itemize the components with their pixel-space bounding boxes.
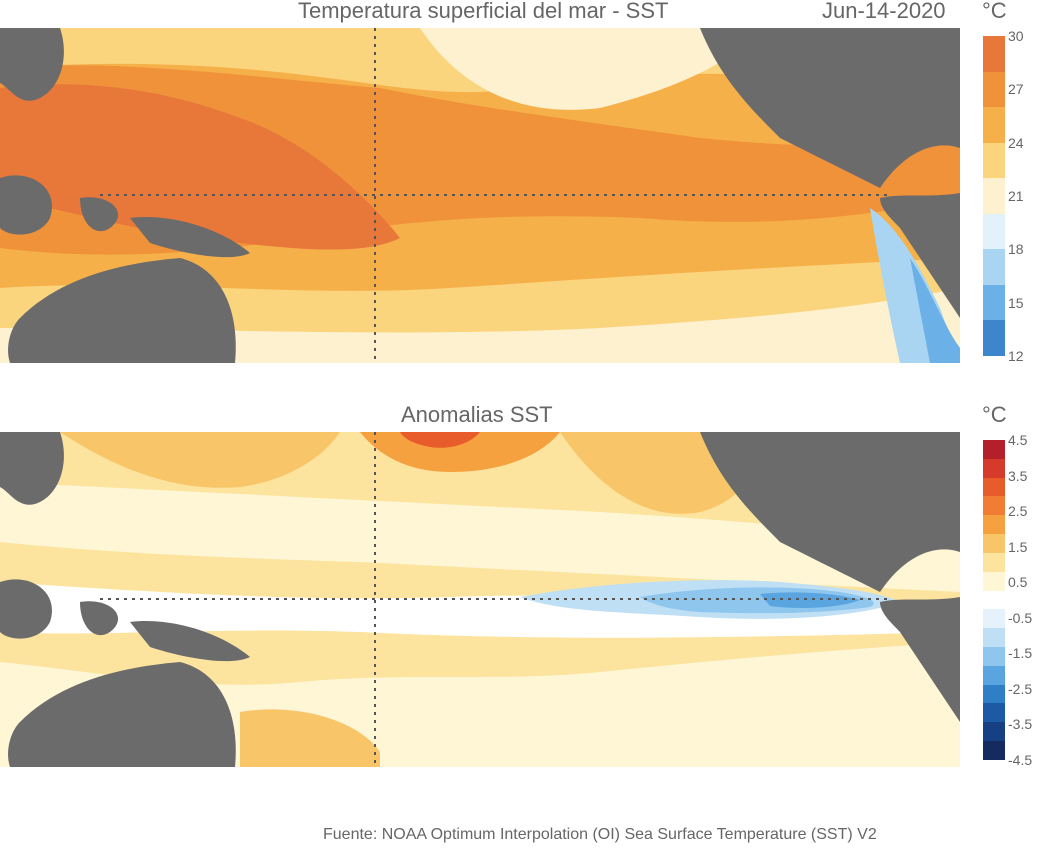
- anomaly-colorbar-segment: [983, 665, 1005, 685]
- sst-colorbar: [983, 36, 1005, 356]
- anomaly-colorbar-segment: [983, 534, 1005, 553]
- anomaly-colorbar-segment: [983, 646, 1005, 666]
- anomaly-colorbar-tick-label: -2.5: [1008, 680, 1033, 697]
- anomaly-colorbar-tick-label: 3.5: [1008, 467, 1028, 484]
- anomaly-colorbar-segment: [983, 722, 1005, 741]
- data-source: Fuente: NOAA Optimum Interpolation (OI) …: [323, 826, 877, 843]
- sst-colorbar-tick-label: 21: [1008, 188, 1024, 204]
- sst-colorbar-segment: [983, 36, 1005, 72]
- sst-colorbar-segment: [983, 320, 1005, 356]
- sst-colorbar-tick-label: 24: [1008, 134, 1024, 151]
- anomaly-colorbar-segment: [983, 590, 1005, 610]
- anomaly-colorbar-segment: [983, 628, 1005, 647]
- sst-unit: °C: [982, 0, 1007, 23]
- sst-colorbar-segment: [983, 71, 1005, 108]
- anomaly-colorbar-segment: [983, 515, 1005, 535]
- anomaly-colorbar-segment: [983, 552, 1005, 572]
- sst-colorbar-tick-label: 18: [1008, 241, 1024, 258]
- anomaly-colorbar-tick-label: -4.5: [1008, 752, 1033, 768]
- anomaly-colorbar-tick-label: -3.5: [1008, 716, 1033, 733]
- anomaly-colorbar-tick-label: 2.5: [1008, 503, 1028, 520]
- anomaly-colorbar-segment: [983, 440, 1005, 459]
- sst-colorbar-tick-label: 12: [1008, 348, 1024, 364]
- anomaly-unit: °C: [982, 402, 1007, 427]
- sst-colorbar-tick-label: 15: [1008, 294, 1024, 311]
- anomaly-colorbar-segment: [983, 741, 1005, 760]
- sst-colorbar-segment: [983, 249, 1005, 285]
- anomaly-colorbar-segment: [983, 477, 1005, 497]
- anomaly-colorbar-tick-label: 1.5: [1008, 538, 1028, 555]
- anomaly-colorbar: [983, 440, 1005, 760]
- anomaly-colorbar-tick-label: 0.5: [1008, 574, 1028, 591]
- anomaly-colorbar-segment: [983, 458, 1005, 478]
- anomaly-colorbar-tick-label: 4.5: [1008, 432, 1028, 448]
- sst-colorbar-tick-label: 27: [1008, 81, 1024, 98]
- sst-colorbar-tick-label: 30: [1008, 28, 1024, 44]
- anomaly-map: [0, 432, 960, 767]
- sst-colorbar-segment: [983, 107, 1005, 143]
- anomaly-colorbar-segment: [983, 684, 1005, 704]
- sst-colorbar-segment: [983, 213, 1005, 250]
- anomaly-colorbar-segment: [983, 571, 1005, 591]
- sst-colorbar-segment: [983, 178, 1005, 214]
- anomaly-colorbar-segment: [983, 496, 1005, 516]
- anomaly-colorbar-segment: [983, 703, 1005, 723]
- sst-date: Jun-14-2020: [822, 0, 946, 23]
- sst-title: Temperatura superficial del mar - SST: [298, 0, 669, 23]
- sst-map: [0, 28, 960, 363]
- anomaly-title: Anomalias SST: [401, 402, 553, 427]
- sst-colorbar-segment: [983, 284, 1005, 321]
- anomaly-colorbar-segment: [983, 609, 1005, 629]
- sst-colorbar-segment: [983, 142, 1005, 179]
- anomaly-colorbar-tick-label: -0.5: [1008, 609, 1033, 626]
- anomaly-colorbar-tick-label: -1.5: [1008, 645, 1033, 662]
